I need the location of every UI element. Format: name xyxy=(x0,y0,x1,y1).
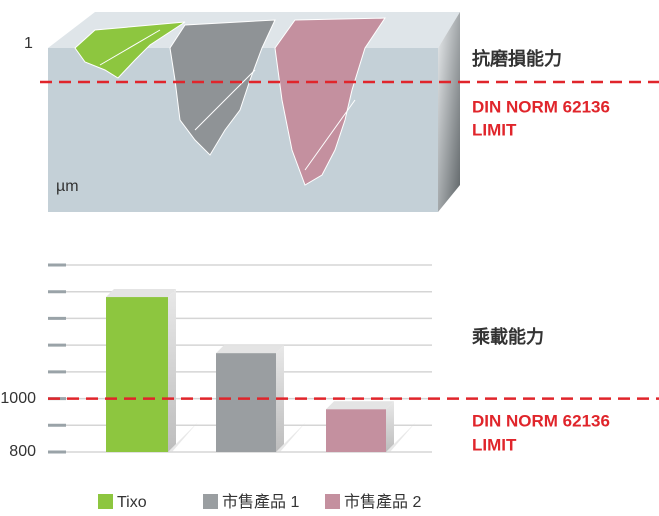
bar-cap xyxy=(106,289,176,297)
legend-swatch xyxy=(325,494,340,509)
legend-swatch xyxy=(98,494,113,509)
limit-label: DIN NORM 62136 xyxy=(472,411,610,430)
limit-label: LIMIT xyxy=(472,435,517,454)
legend-label: 市售產品 2 xyxy=(344,493,421,511)
bar xyxy=(216,353,276,452)
panel-title: 抗磨損能力 xyxy=(472,48,562,69)
y-tick-label: 1000 xyxy=(0,390,36,407)
bar-cap xyxy=(326,401,394,409)
bar xyxy=(326,409,386,452)
infographic: 1 µm 抗磨損能力 DIN NORM 62136 LIMIT 乘載能力 DIN… xyxy=(0,0,659,516)
legend-swatch xyxy=(203,494,218,509)
page: 1 µm 抗磨損能力 DIN NORM 62136 LIMIT 乘載能力 DIN… xyxy=(0,0,659,516)
bar-cap xyxy=(216,345,284,353)
legend-label: Tixo xyxy=(117,494,147,511)
bar xyxy=(106,297,168,452)
limit-label: LIMIT xyxy=(472,120,517,139)
chart-title: 乘載能力 xyxy=(471,326,544,347)
abrasion-block xyxy=(48,12,460,212)
unit-label: µm xyxy=(56,178,79,195)
bar-side xyxy=(386,401,394,452)
legend-label: 市售產品 1 xyxy=(222,493,299,511)
y-tick-label: 800 xyxy=(9,443,36,460)
limit-label: DIN NORM 62136 xyxy=(472,97,610,116)
scale-label: 1 xyxy=(24,35,33,52)
bar-side xyxy=(168,289,176,452)
